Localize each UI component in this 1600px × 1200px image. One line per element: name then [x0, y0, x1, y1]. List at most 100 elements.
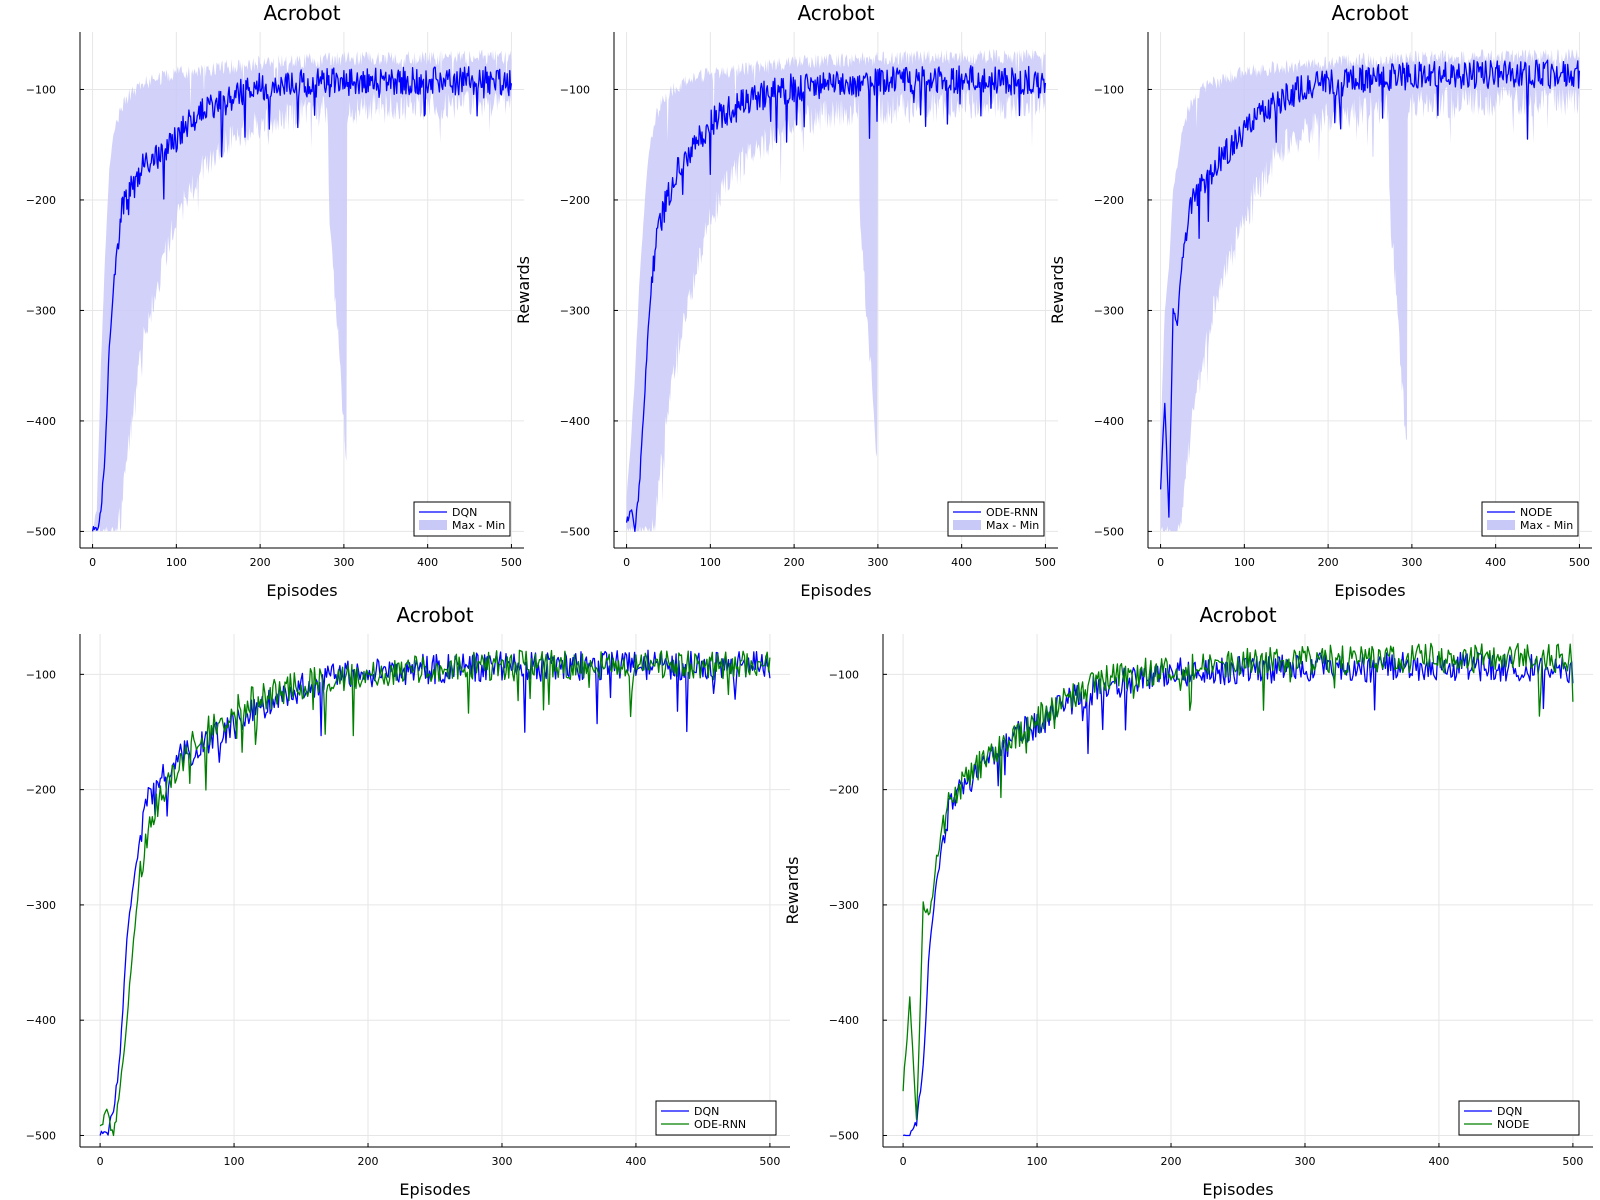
y-tick-label: −300: [26, 304, 56, 317]
chart-title: Acrobot: [263, 1, 340, 25]
legend-label: DQN: [694, 1105, 719, 1118]
y-tick-label: −100: [26, 668, 56, 681]
chart-panel-4: 0 100 200 300 400 500 −500 −400 −300 −200 −100 Acro…: [26, 603, 790, 1199]
x-tick-label: 500: [1562, 1155, 1583, 1168]
x-tick-label: 400: [1428, 1155, 1449, 1168]
x-axis-label: Episodes: [800, 581, 871, 600]
x-tick-label: 200: [250, 556, 271, 569]
y-tick-label: −200: [560, 194, 590, 207]
x-tick-label: 100: [1027, 1155, 1048, 1168]
x-tick-label: 100: [166, 556, 187, 569]
y-axis-label: Rewards: [514, 256, 533, 324]
x-tick-label: 400: [417, 556, 438, 569]
y-tick-label: −500: [26, 1129, 56, 1142]
legend-box: [655, 1100, 777, 1136]
x-tick-label: 0: [89, 556, 96, 569]
legend-label: Max - Min: [452, 519, 505, 532]
minmax-band: [626, 48, 1046, 532]
legend-label: NODE: [1497, 1118, 1529, 1131]
x-tick-label: 0: [900, 1155, 907, 1168]
legend-label: DQN: [452, 506, 477, 519]
x-tick-label: 500: [759, 1155, 780, 1168]
legend-box: [1458, 1100, 1580, 1136]
legend-box: [1481, 501, 1579, 537]
series-line-1: [625, 65, 1047, 533]
y-tick-label: −100: [26, 83, 56, 96]
x-tick-label: 300: [333, 556, 354, 569]
legend-swatch-band: [953, 520, 981, 530]
y-tick-label: −200: [1094, 194, 1124, 207]
x-tick-label: 400: [625, 1155, 646, 1168]
series-line-2: [99, 649, 771, 1137]
x-tick-label: 500: [1035, 556, 1056, 569]
y-tick-label: −100: [829, 668, 859, 681]
y-tick-label: −100: [1094, 83, 1124, 96]
series-line-1: [99, 649, 771, 1136]
y-tick-label: −300: [1094, 304, 1124, 317]
y-tick-label: −100: [560, 83, 590, 96]
x-tick-label: 200: [1161, 1155, 1182, 1168]
legend-label: ODE-RNN: [986, 506, 1038, 519]
x-tick-label: 300: [1294, 1155, 1315, 1168]
y-tick-label: −400: [829, 1014, 859, 1027]
x-tick-label: 200: [784, 556, 805, 569]
x-tick-label: 0: [623, 556, 630, 569]
chart-title: Acrobot: [396, 603, 473, 627]
minmax-band: [92, 49, 512, 532]
y-axis-label: Rewards: [1048, 256, 1067, 324]
x-tick-label: 100: [700, 556, 721, 569]
legend-box: [413, 501, 511, 537]
x-tick-label: 500: [1569, 556, 1590, 569]
chart-title: Acrobot: [1199, 603, 1276, 627]
minmax-band: [1160, 48, 1580, 532]
y-tick-label: −400: [1094, 415, 1124, 428]
legend-label: NODE: [1520, 506, 1552, 519]
legend-box: [947, 501, 1045, 537]
x-tick-label: 200: [1318, 556, 1339, 569]
y-tick-label: −200: [26, 784, 56, 797]
x-tick-label: 100: [1234, 556, 1255, 569]
x-tick-label: 500: [501, 556, 522, 569]
y-tick-label: −300: [560, 304, 590, 317]
x-tick-label: 0: [97, 1155, 104, 1168]
chart-panel-5: 0 100 200 300 400 500 −500 −400 −300 −200 −100 Acro…: [783, 603, 1593, 1199]
y-axis-label: Rewards: [783, 857, 802, 925]
series-line-1: [91, 66, 513, 532]
legend-label: ODE-RNN: [694, 1118, 746, 1131]
legend-swatch-band: [419, 520, 447, 530]
y-tick-label: −300: [26, 899, 56, 912]
y-tick-label: −500: [560, 525, 590, 538]
x-tick-label: 0: [1157, 556, 1164, 569]
y-tick-label: −400: [26, 1014, 56, 1027]
series-line-1: [902, 651, 1574, 1137]
chart-panel-2: 0 100 200 300 400 500 −500 −400 −300 −200 −100 Acro…: [514, 1, 1058, 600]
y-tick-label: −200: [829, 784, 859, 797]
x-tick-label: 400: [951, 556, 972, 569]
x-axis-label: Episodes: [1334, 581, 1405, 600]
legend-swatch-band: [1487, 520, 1515, 530]
chart-panel-1: 0 100 200 300 400 500 −500 −400 −300 −200 −100 Acro…: [26, 1, 524, 600]
y-tick-label: −500: [1094, 525, 1124, 538]
y-tick-label: −400: [26, 415, 56, 428]
y-tick-label: −500: [829, 1129, 859, 1142]
chart-title: Acrobot: [797, 1, 874, 25]
y-tick-label: −200: [26, 194, 56, 207]
legend-label: Max - Min: [1520, 519, 1573, 532]
x-axis-label: Episodes: [1202, 1180, 1273, 1199]
legend-label: Max - Min: [986, 519, 1039, 532]
y-tick-label: −400: [560, 415, 590, 428]
x-tick-label: 100: [224, 1155, 245, 1168]
series-line-2: [902, 642, 1574, 1120]
y-tick-label: −300: [829, 899, 859, 912]
chart-panel-3: 0 100 200 300 400 500 −500 −400 −300 −200 −100 Acro…: [1048, 1, 1592, 600]
x-axis-label: Episodes: [399, 1180, 470, 1199]
chart-title: Acrobot: [1331, 1, 1408, 25]
x-tick-label: 300: [1401, 556, 1422, 569]
legend-label: DQN: [1497, 1105, 1522, 1118]
x-tick-label: 300: [867, 556, 888, 569]
